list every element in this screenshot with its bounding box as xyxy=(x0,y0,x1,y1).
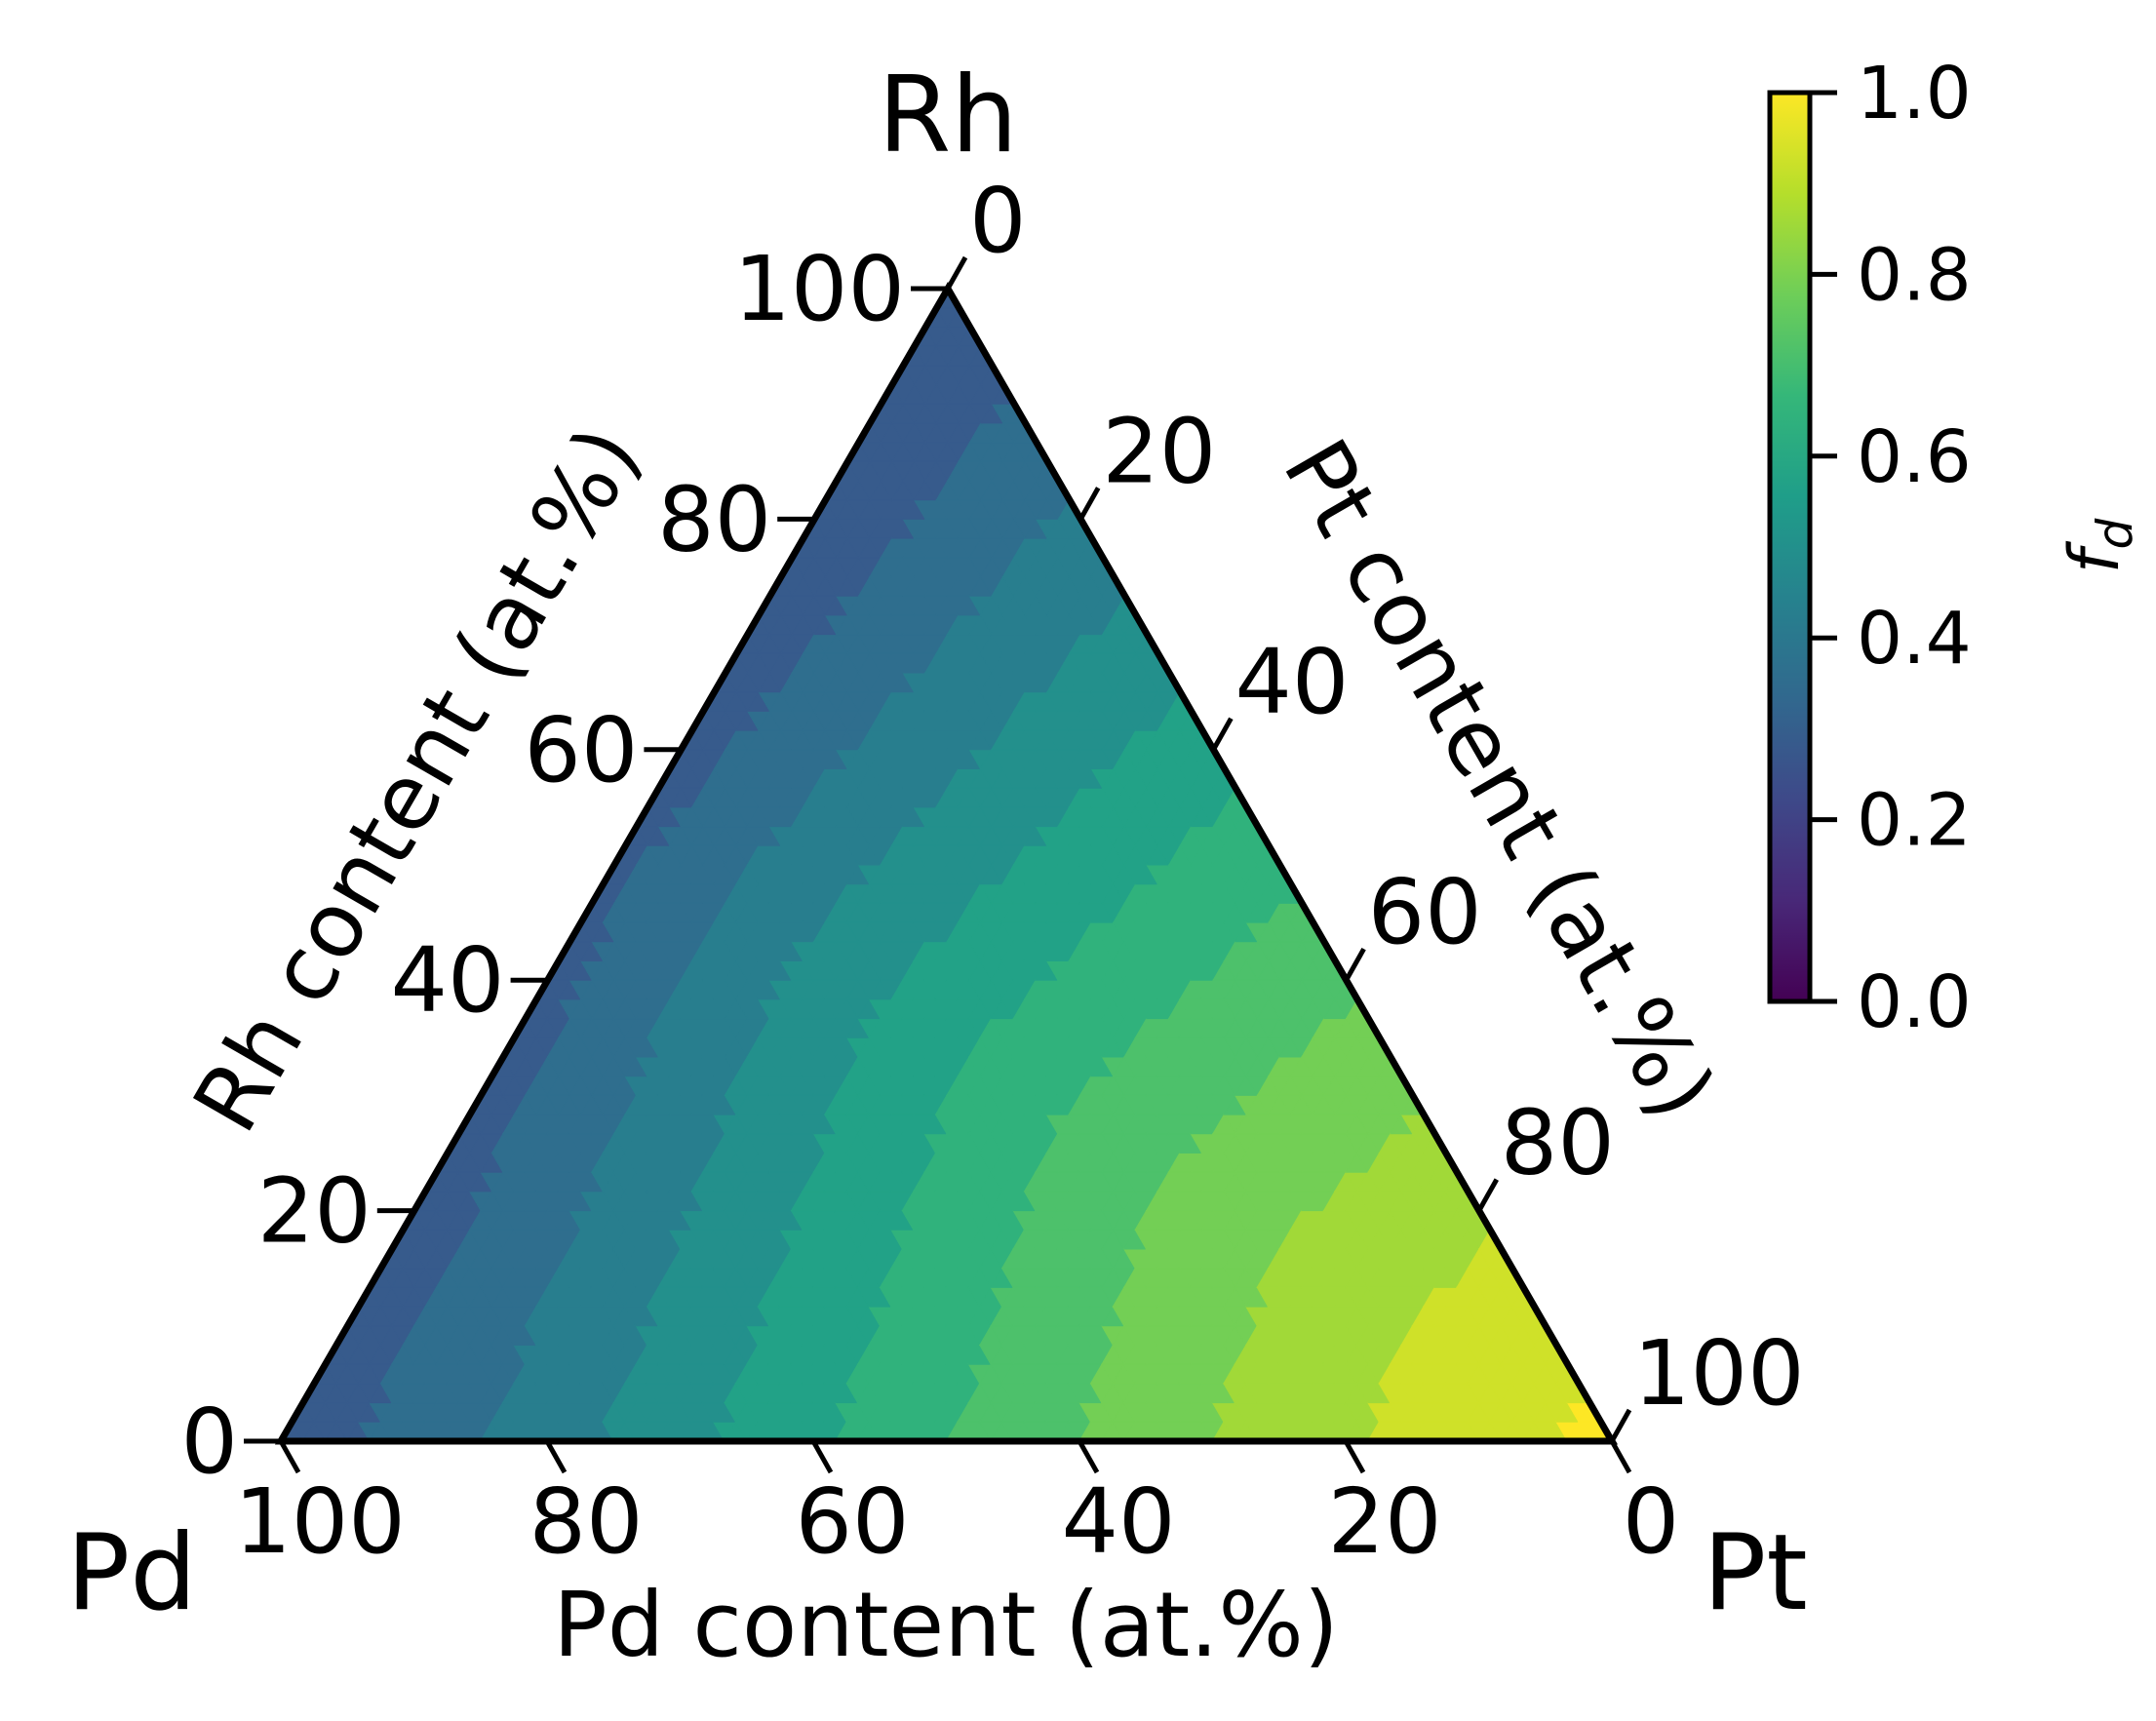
tick-label-left: 40 xyxy=(391,928,505,1033)
colorbar-label: fd xyxy=(2055,519,2143,574)
colorbar-tick-label: 1.0 xyxy=(1857,52,1972,136)
tick-right xyxy=(945,255,968,291)
colorbar-tick-label: 0.4 xyxy=(1857,597,1972,681)
tick-label-left: 0 xyxy=(180,1389,238,1494)
tick-label-right: 20 xyxy=(1102,399,1216,503)
tick-bottom xyxy=(544,1439,568,1474)
tick-label-right: 80 xyxy=(1501,1091,1615,1195)
tick-label-bottom: 40 xyxy=(1061,1469,1175,1574)
corner-label-rh: Rh xyxy=(878,55,1018,176)
tick-label-right: 40 xyxy=(1235,630,1349,734)
colorbar-tick-label: 0.6 xyxy=(1857,415,1972,499)
axis-label-bottom: Pd content (at.%) xyxy=(553,1573,1339,1677)
tick-label-bottom: 20 xyxy=(1327,1469,1441,1574)
tick-label-left: 20 xyxy=(257,1159,372,1264)
tick-bottom xyxy=(1077,1439,1100,1474)
tick-label-right: 0 xyxy=(969,169,1027,273)
tick-label-right: 100 xyxy=(1633,1321,1805,1426)
tick-bottom xyxy=(278,1439,301,1474)
contour-field xyxy=(281,289,1612,1441)
tick-label-bottom: 0 xyxy=(1623,1469,1680,1574)
tick-label-bottom: 100 xyxy=(234,1469,406,1574)
tick-label-right: 60 xyxy=(1368,860,1482,964)
colorbar-tick-label: 0.8 xyxy=(1857,233,1972,317)
tick-right xyxy=(1476,1178,1499,1212)
colorbar: 0.0 0.2 0.4 0.6 0.8 1.0 fd xyxy=(1767,52,2143,1044)
tick-right xyxy=(1078,487,1101,521)
tick-label-left: 80 xyxy=(657,467,771,571)
tick-label-bottom: 60 xyxy=(795,1469,909,1574)
tick-label-left: 60 xyxy=(524,698,638,802)
colorbar-tick-label: 0.0 xyxy=(1857,960,1972,1044)
corner-label-pt: Pt xyxy=(1703,1512,1807,1634)
tick-right xyxy=(1344,947,1366,982)
tick-right xyxy=(1609,1408,1632,1443)
tick-right xyxy=(1211,717,1234,752)
tick-bottom xyxy=(1343,1439,1366,1474)
tick-bottom xyxy=(810,1439,834,1474)
colorbar-gradient xyxy=(1767,90,1813,1004)
colorbar-tick-label: 0.2 xyxy=(1857,779,1972,863)
tick-label-left: 100 xyxy=(733,237,905,341)
colorbar-ticks: 0.0 0.2 0.4 0.6 0.8 1.0 xyxy=(1810,52,1972,1044)
corner-label-pd: Pd xyxy=(66,1512,197,1634)
tick-label-bottom: 80 xyxy=(529,1469,643,1574)
tick-bottom xyxy=(1609,1439,1632,1474)
